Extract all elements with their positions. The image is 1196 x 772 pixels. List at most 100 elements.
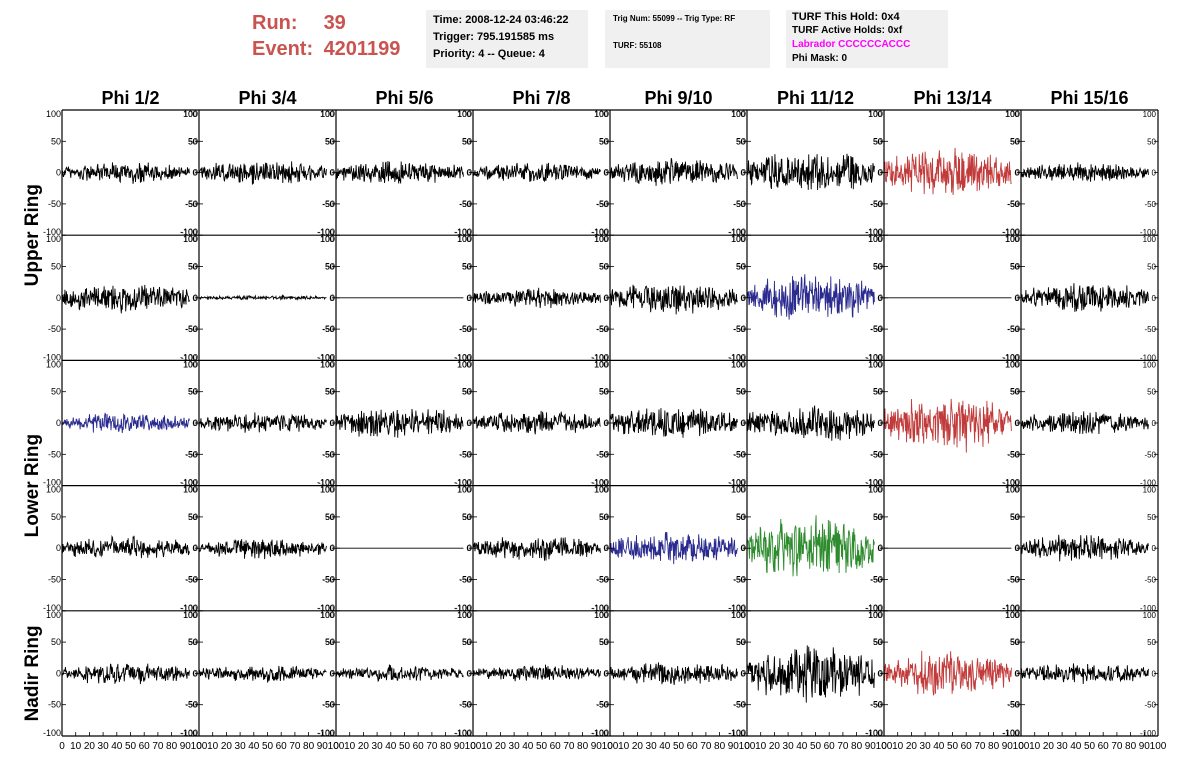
y-tick-label: -50: [1007, 324, 1020, 334]
y-tick-label: 50: [1010, 137, 1019, 146]
y-tick-label: -100: [180, 603, 198, 613]
y-tick-label: 100: [183, 109, 198, 119]
y-tick-label: 50: [599, 387, 609, 397]
y-tick-label: 50: [462, 136, 472, 146]
x-tick-label: 70: [426, 741, 438, 752]
x-tick-label: 90: [591, 741, 603, 752]
y-tick-label: -100: [591, 603, 609, 613]
y-tick-label: 50: [1010, 262, 1020, 272]
y-tick-label: 0: [878, 668, 883, 678]
y-tick-label: 0: [330, 543, 335, 553]
x-tick-label: 90: [454, 741, 466, 752]
y-tick-label: -50: [1007, 575, 1020, 585]
y-tick-label: -100: [1003, 729, 1020, 738]
y-tick-label: 0: [1015, 294, 1020, 303]
y-tick-label: 0: [467, 418, 472, 428]
y-tick-label: -50: [1144, 450, 1156, 459]
y-tick-label: 50: [51, 637, 61, 647]
y-tick-label: 50: [599, 513, 608, 522]
y-tick-label: 0: [878, 543, 883, 553]
y-tick-label: 50: [325, 513, 334, 522]
x-tick-label: 80: [988, 741, 1000, 752]
y-tick-label: -100: [592, 353, 609, 362]
y-tick-label: -100: [729, 479, 746, 488]
y-tick-label: -100: [318, 228, 335, 237]
y-tick-label: 100: [46, 485, 61, 495]
y-tick-label: 100: [184, 110, 198, 119]
y-tick-label: 50: [736, 513, 745, 522]
y-tick-label: 100: [46, 359, 61, 369]
x-tick-label: 90: [865, 741, 877, 752]
y-tick-label: -100: [865, 478, 883, 488]
y-tick-label: -100: [1140, 604, 1157, 613]
y-tick-label: 100: [183, 610, 198, 620]
x-tick-label: 0: [744, 741, 750, 752]
trig-info-box: Trig Num: 55099 -- Trig Type: RF TURF: 5…: [605, 10, 770, 68]
x-tick-label: 50: [1084, 741, 1096, 752]
waveform-trace: [335, 664, 464, 683]
y-tick-label: -50: [459, 325, 471, 334]
y-tick-label: 0: [467, 293, 472, 303]
y-tick-label: 100: [46, 234, 61, 244]
x-tick-label: 30: [509, 741, 521, 752]
y-tick-label: -100: [181, 479, 198, 488]
turf-text: TURF: 55108: [613, 41, 662, 50]
y-tick-label: 100: [457, 109, 472, 119]
y-tick-label: -50: [322, 450, 334, 459]
y-tick-label: 0: [1015, 668, 1020, 678]
y-tick-label: -50: [596, 701, 608, 710]
y-tick-label: -50: [733, 450, 745, 459]
y-tick-label: -100: [180, 478, 198, 488]
y-tick-label: -100: [318, 729, 335, 738]
y-tick-label: 50: [1147, 388, 1156, 397]
y-tick-label: 50: [873, 638, 882, 647]
y-tick-label: 50: [873, 137, 882, 146]
y-tick-label: -50: [596, 700, 609, 710]
y-tick-label: -50: [459, 576, 471, 585]
waveform-trace: [883, 650, 1012, 696]
y-tick-label: -100: [1140, 353, 1157, 362]
y-tick-label: -100: [454, 478, 472, 488]
x-tick-label: 60: [276, 741, 288, 752]
y-tick-label: 100: [1143, 110, 1157, 119]
y-tick-label: -100: [591, 478, 609, 488]
y-tick-label: 100: [1006, 235, 1020, 244]
y-tick-label: -100: [728, 478, 746, 488]
y-tick-label: -100: [866, 353, 883, 362]
y-tick-label: -100: [591, 352, 609, 362]
y-tick-label: 100: [1005, 610, 1020, 620]
y-tick-label: 50: [736, 512, 746, 522]
y-tick-label: -50: [322, 700, 335, 710]
y-tick-label: 0: [56, 293, 61, 303]
waveform-trace: [335, 408, 464, 438]
y-tick-label: 100: [1005, 359, 1020, 369]
waveform-trace: [609, 662, 738, 686]
x-tick-label: 60: [139, 741, 151, 752]
y-tick-label: -50: [596, 450, 608, 459]
y-tick-label: 0: [193, 543, 198, 553]
y-tick-label: 0: [193, 293, 198, 303]
y-tick-label: -100: [865, 603, 883, 613]
x-tick-label: 90: [1002, 741, 1014, 752]
x-tick-label: 10: [481, 741, 493, 752]
y-tick-label: 50: [1010, 263, 1019, 272]
x-tick-label: 50: [673, 741, 685, 752]
y-tick-label: 100: [46, 109, 61, 119]
y-tick-label: -100: [592, 729, 609, 738]
x-tick-label: 40: [522, 741, 534, 752]
y-tick-label: 0: [467, 168, 472, 178]
y-tick-label: 100: [868, 234, 883, 244]
y-tick-label: 50: [873, 512, 883, 522]
x-tick-label: 80: [1125, 741, 1137, 752]
y-tick-label: 0: [604, 418, 609, 428]
y-tick-label: 100: [458, 611, 472, 620]
y-tick-label: 50: [873, 388, 882, 397]
y-tick-label: 100: [594, 485, 609, 495]
x-tick-label: 80: [440, 741, 452, 752]
y-tick-label: 50: [1010, 637, 1020, 647]
y-tick-label: 0: [1015, 669, 1020, 678]
y-tick-label: 0: [878, 419, 883, 428]
y-tick-label: -50: [733, 449, 746, 459]
y-tick-label: 50: [599, 637, 609, 647]
x-tick-label: 100: [191, 741, 208, 752]
